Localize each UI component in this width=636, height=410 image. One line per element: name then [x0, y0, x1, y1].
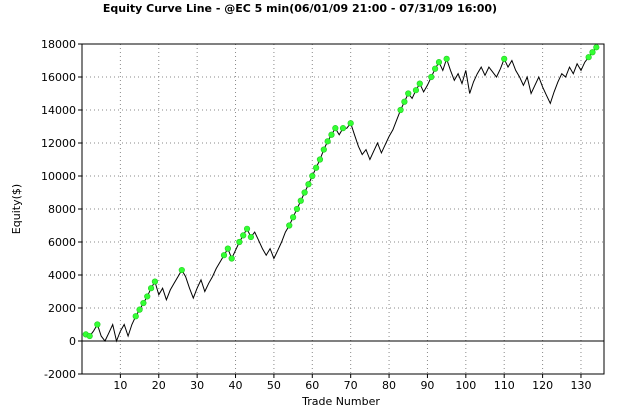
x-tick-label: 40 [229, 379, 243, 392]
y-axis-label: Equity($) [10, 184, 23, 234]
x-tick-label: 100 [455, 379, 476, 392]
y-tick-label: -2000 [44, 368, 76, 381]
x-tick-label: 30 [190, 379, 204, 392]
new-high-marker [220, 252, 228, 259]
new-high-marker [305, 181, 312, 188]
new-high-marker [136, 306, 143, 313]
new-high-marker [224, 245, 231, 252]
new-high-marker [247, 233, 254, 241]
new-high-marker [405, 90, 412, 97]
y-tick-label: 16000 [41, 71, 76, 84]
new-high-marker [140, 299, 147, 307]
new-high-marker [432, 65, 439, 72]
x-tick-label: 110 [494, 379, 515, 392]
new-high-marker [324, 138, 331, 145]
y-tick-label: 0 [69, 335, 76, 348]
new-high-marker [178, 266, 185, 274]
x-tick-label: 80 [382, 379, 396, 392]
y-tick-label: 6000 [48, 236, 76, 249]
x-tick-label: 20 [152, 379, 166, 392]
plot-area-border [81, 43, 605, 375]
x-tick-label: 50 [267, 379, 281, 392]
y-tick-label: 18000 [41, 38, 76, 51]
series-equity [82, 44, 600, 343]
new-high-marker [243, 225, 251, 232]
new-high-marker [316, 156, 324, 163]
new-high-marker [412, 87, 420, 94]
chart-title: Equity Curve Line - @EC 5 min(06/01/09 2… [103, 2, 497, 15]
y-axis-ticks: -2000 0 2000 4000 6000 8000 10000 12000 14000 160… [41, 38, 82, 381]
y-tick-label: 10000 [41, 170, 76, 183]
new-high-marker [501, 55, 508, 62]
new-high-marker [236, 238, 243, 246]
x-tick-label: 60 [305, 379, 319, 392]
y-tick-label: 4000 [48, 269, 76, 282]
new-high-marker [347, 120, 354, 127]
x-tick-label: 70 [344, 379, 358, 392]
y-tick-label: 8000 [48, 203, 76, 216]
new-high-marker [301, 189, 308, 196]
new-high-marker [86, 332, 93, 340]
new-high-marker [293, 205, 301, 213]
x-tick-label: 90 [420, 379, 434, 392]
new-high-marker [320, 146, 327, 153]
new-high-marker [313, 164, 320, 171]
x-tick-label: 130 [570, 379, 591, 392]
new-high-marker [151, 278, 159, 285]
x-tick-label: 120 [532, 379, 553, 392]
y-tick-label: 2000 [48, 302, 76, 315]
new-high-marker [589, 49, 596, 56]
new-high-marker [328, 131, 335, 138]
x-axis-ticks: 10 20 30 40 50 60 70 80 90 100 110 120 130 [113, 374, 591, 392]
new-high-marker [585, 54, 592, 61]
x-tick-label: 10 [113, 379, 127, 392]
new-high-marker [435, 59, 443, 66]
new-high-marker [593, 44, 600, 51]
new-high-marker [443, 55, 450, 62]
new-high-marker [297, 197, 304, 204]
new-high-marker [290, 214, 297, 221]
new-high-marker [309, 172, 316, 180]
new-high-marker [228, 255, 235, 262]
x-axis-label: Trade Number [301, 395, 380, 408]
new-high-marker [132, 313, 139, 320]
new-high-marker [94, 321, 101, 328]
new-high-marker [286, 222, 293, 229]
new-high-marker [144, 293, 151, 300]
new-high-marker [339, 125, 347, 132]
new-high-marker [416, 80, 423, 87]
gridlines [82, 43, 604, 375]
new-high-marker [147, 285, 155, 292]
new-high-marker [397, 106, 404, 114]
new-high-marker [428, 73, 435, 81]
y-tick-label: 14000 [41, 104, 76, 117]
y-tick-label: 12000 [41, 137, 76, 150]
new-high-marker [401, 98, 408, 105]
new-high-marker [240, 232, 247, 239]
new-high-marker [332, 125, 339, 132]
equity-line [85, 46, 597, 343]
